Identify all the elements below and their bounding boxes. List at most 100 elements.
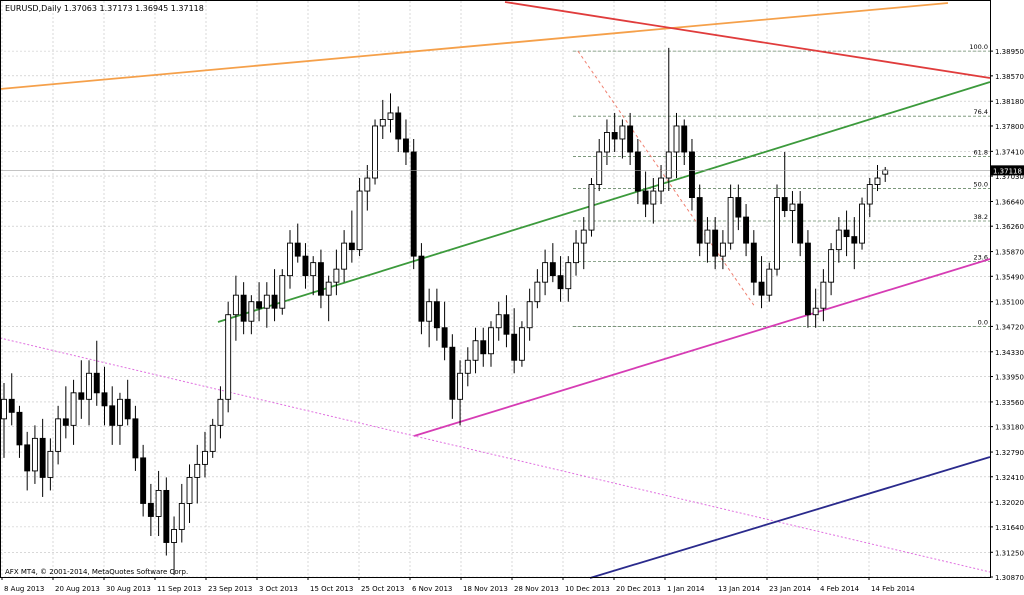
candle-body-bear (712, 229, 719, 257)
candle (364, 165, 371, 211)
candle-body-bull (526, 301, 533, 329)
y-tick-label: 1.33180 (995, 424, 1024, 432)
y-tick-label: 1.35490 (995, 273, 1024, 281)
candle (132, 405, 139, 471)
orange-trendline[interactable] (0, 2, 949, 90)
candle (47, 438, 54, 491)
candle (812, 288, 819, 328)
chart-title: EURUSD,Daily 1.37063 1.37173 1.36945 1.3… (5, 4, 204, 13)
candle-body-bear (256, 301, 263, 309)
candle (263, 282, 270, 328)
candle-body-bear (132, 418, 139, 459)
candle-body-bull (116, 398, 123, 426)
candle-body-bear (851, 236, 858, 244)
fibonacci-retracement[interactable]: 100.0 76.4 61.8 50.0 38.2 23.6 0.0 (573, 43, 990, 327)
chart-border (0, 0, 991, 578)
y-tick-label: 1.37800 (995, 123, 1024, 131)
navy-trendline[interactable] (589, 456, 991, 579)
candle (766, 262, 773, 302)
candle (171, 516, 178, 576)
candle (835, 217, 842, 263)
magenta-trendline[interactable] (413, 258, 991, 437)
price-axis[interactable]: 1.38950 1.38570 1.38180 1.37800 1.37410 1.370… (0, 48, 1024, 582)
candle-body-bull (55, 418, 62, 452)
candle-body-bear (449, 346, 456, 400)
candle-body-bull (209, 424, 216, 452)
x-tick-label: 30 Aug 2013 (106, 585, 151, 593)
candle-body-bull (372, 125, 378, 179)
candle (55, 405, 62, 465)
red-trendline[interactable] (504, 1, 991, 79)
candle (8, 373, 15, 426)
candles (1, 47, 889, 576)
candle-body-bull (472, 340, 479, 361)
candle (62, 386, 69, 439)
fibo-trend-dashed-line[interactable] (577, 50, 756, 308)
time-axis[interactable]: 8 Aug 2013 20 Aug 2013 30 Aug 2013 11 Sep 2… (1, 577, 915, 593)
x-tick-label: 23 Sep 2013 (208, 585, 252, 593)
candle (549, 243, 556, 283)
y-tick-label: 1.36260 (995, 223, 1024, 231)
candle-body-bull (518, 327, 525, 361)
trendlines[interactable] (0, 1, 991, 579)
candle (178, 483, 185, 543)
candle-body-bear (634, 151, 641, 192)
candle-body-bear (395, 112, 402, 140)
candle-body-bear (8, 398, 15, 413)
candle (294, 223, 301, 263)
candle (24, 431, 31, 491)
candle (573, 230, 579, 276)
candle (16, 405, 23, 458)
candle (403, 119, 409, 166)
candle (851, 217, 858, 270)
green-trendline[interactable] (217, 81, 991, 323)
candle (325, 275, 332, 322)
candle (387, 93, 394, 133)
candle (372, 119, 378, 185)
y-tick-label: 1.31250 (995, 549, 1024, 557)
candle-body-bull (789, 203, 796, 212)
candle-body-bear (240, 294, 247, 322)
candle (665, 47, 672, 192)
current-price-box (991, 165, 1024, 176)
candle (93, 340, 100, 406)
y-tick-label: 1.32790 (995, 449, 1024, 457)
x-tick-label: 14 Feb 2014 (871, 585, 915, 593)
candle (202, 431, 208, 478)
candle (503, 295, 510, 348)
candle-body-bull (171, 529, 178, 543)
fibo-level-label: 23.6 (974, 253, 988, 261)
candle (634, 138, 641, 205)
candle (619, 119, 626, 159)
y-tick-label: 1.37410 (995, 148, 1024, 156)
candle-body-bear (418, 255, 425, 322)
candle-body-bear (93, 372, 100, 394)
copyright-text: AFX MT4, © 2001-2014, MetaQuotes Softwar… (5, 568, 188, 576)
candle-body-bear (627, 125, 634, 153)
candle-body-bull (1, 398, 7, 420)
candle-body-bull (820, 281, 827, 309)
candle (650, 178, 657, 224)
candle (627, 112, 634, 166)
candle-body-bull (379, 119, 386, 127)
candle-body-bear (348, 242, 355, 251)
magenta-dotted-trendline[interactable] (0, 337, 991, 573)
candle (712, 217, 719, 270)
candle-body-bull (387, 112, 394, 120)
candle-body-bear (781, 197, 788, 212)
candle-body-bear (140, 457, 147, 504)
candle-body-bull (263, 294, 270, 309)
candle (410, 138, 417, 270)
candle-body-bear (642, 190, 649, 205)
candle-body-bear (557, 275, 564, 290)
candle-body-bear (101, 392, 108, 407)
fibo-level-label: 38.2 (974, 213, 988, 221)
candle (866, 178, 873, 218)
candle-body-bull (457, 372, 464, 400)
candle-body-bull (194, 463, 201, 478)
candle-body-bull (217, 398, 224, 426)
candle-body-bear (681, 125, 688, 153)
candle (774, 184, 780, 276)
